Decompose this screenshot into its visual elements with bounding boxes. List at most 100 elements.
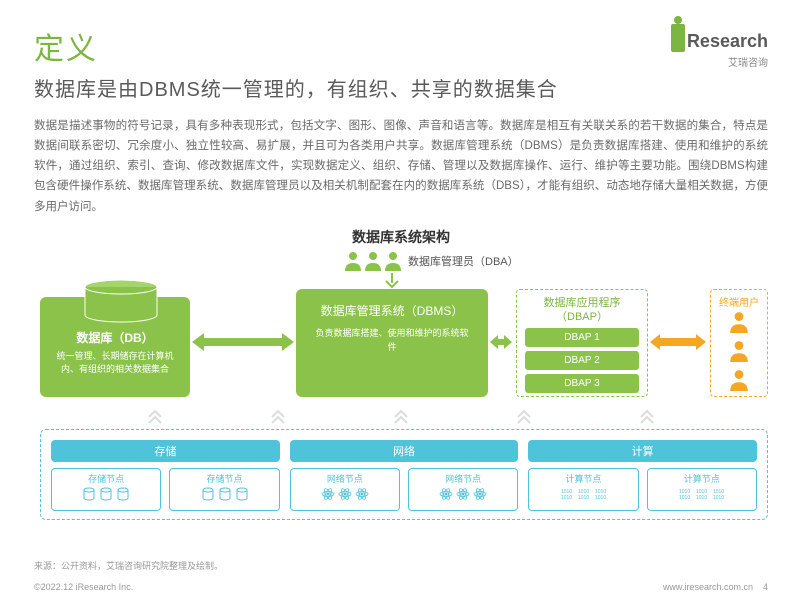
logo-subtitle: 艾瑞咨询 <box>671 54 768 69</box>
dbms-title: 数据库管理系统（DBMS） <box>296 303 488 320</box>
infra-node-label: 网络节点 <box>413 472 513 485</box>
cyl-icon <box>99 487 113 506</box>
svg-text:1010: 1010 <box>595 495 606 501</box>
diagram-title: 数据库系统架构 <box>34 227 768 247</box>
atom-icon <box>473 487 487 506</box>
footer: ©2022.12 iResearch Inc. www.iresearch.co… <box>34 582 768 592</box>
logo-mark: Research <box>671 24 768 52</box>
arrow-bidir-icon <box>192 333 294 351</box>
arrow-bidir-icon <box>650 333 706 351</box>
infra-nodes-row: 网络节点 网络节点 <box>290 468 519 511</box>
infra-node-label: 网络节点 <box>295 472 395 485</box>
arrow-down-icon <box>384 273 400 289</box>
person-icon <box>364 251 382 271</box>
bin-icon: 10101010 <box>678 487 692 506</box>
infra-node: 网络节点 <box>290 468 400 511</box>
atom-icon <box>439 487 453 506</box>
chevron-up-icon <box>270 405 286 425</box>
cyl-icon <box>218 487 232 506</box>
up-arrows-row <box>94 405 708 425</box>
infra-box: 存储存储节点存储节点网络网络节点网络节点计算计算节点10101010101010… <box>40 429 768 520</box>
header-row: 定义 Research 艾瑞咨询 <box>34 24 768 69</box>
bin-icon: 10101010 <box>577 487 591 506</box>
infra-node-label: 存储节点 <box>174 472 274 485</box>
footer-url: www.iresearch.com.cn <box>663 582 753 592</box>
dbms-title-text: 数据库管理系统（DBMS） <box>321 304 464 318</box>
user-icon <box>713 369 765 396</box>
infra-group: 存储存储节点 存储节点 <box>51 440 280 511</box>
infra-group: 计算计算节点101010101010101010101010计算节点101010… <box>528 440 757 511</box>
dbms-desc: 负责数据库搭建、使用和维护的系统软件 <box>296 327 488 354</box>
infra-node-label: 计算节点 <box>652 472 752 485</box>
infra-node-label: 存储节点 <box>56 472 156 485</box>
diagram: 数据库管理员（DBA） 数据库（DB） 统一管理、长期储存在计算机内、有组织的相… <box>34 251 768 561</box>
infra-node: 计算节点101010101010101010101010 <box>647 468 757 511</box>
dbap-item: DBAP 2 <box>525 351 639 370</box>
bin-icon: 10101010 <box>712 487 726 506</box>
infra-node-icons <box>413 487 513 506</box>
bin-icon: 10101010 <box>594 487 608 506</box>
svg-text:1010: 1010 <box>578 495 589 501</box>
infra-group-label: 存储 <box>51 440 280 462</box>
dbap-title: 数据库应用程序（DBAP） <box>525 296 639 325</box>
page: 定义 Research 艾瑞咨询 数据库是由DBMS统一管理的，有组织、共享的数… <box>0 0 802 561</box>
infra-node: 存储节点 <box>51 468 161 511</box>
dbms-box: 数据库管理系统（DBMS） 负责数据库搭建、使用和维护的系统软件 <box>296 289 488 397</box>
cyl-icon <box>201 487 215 506</box>
infra-node-label: 计算节点 <box>533 472 633 485</box>
infra-group-label: 网络 <box>290 440 519 462</box>
footer-right: www.iresearch.com.cn 4 <box>663 582 768 592</box>
users-box: 终端用户 <box>710 289 768 397</box>
subtitle: 数据库是由DBMS统一管理的，有组织、共享的数据集合 <box>34 73 768 102</box>
svg-text:1010: 1010 <box>679 495 690 501</box>
infra-node: 计算节点101010101010101010101010 <box>528 468 638 511</box>
infra-node-icons <box>295 487 395 506</box>
dbap-item: DBAP 1 <box>525 328 639 347</box>
dba-label: 数据库管理员（DBA） <box>408 253 519 269</box>
user-icon <box>713 340 765 367</box>
atom-icon <box>338 487 352 506</box>
dbap-item: DBAP 3 <box>525 374 639 393</box>
bin-icon: 10101010 <box>560 487 574 506</box>
cyl-icon <box>116 487 130 506</box>
body-paragraph: 数据是描述事物的符号记录，具有多种表现形式，包括文字、图形、图像、声音和语言等。… <box>34 116 768 217</box>
logo-i-icon <box>671 24 685 52</box>
arrow-bidir-icon <box>490 333 512 351</box>
chevron-up-icon <box>516 405 532 425</box>
svg-text:1010: 1010 <box>696 495 707 501</box>
cyl-icon <box>235 487 249 506</box>
logo: Research 艾瑞咨询 <box>671 24 768 69</box>
page-title: 定义 <box>34 24 98 68</box>
person-icon <box>384 251 402 271</box>
users-title: 终端用户 <box>713 294 765 309</box>
chevron-up-icon <box>147 405 163 425</box>
db-box: 数据库（DB） 统一管理、长期储存在计算机内、有组织的相关数据集合 <box>40 297 190 397</box>
person-icon <box>344 251 362 271</box>
db-title: 数据库（DB） <box>40 329 190 346</box>
source-note: 来源：公开资料，艾瑞咨询研究院整理及绘制。 <box>34 559 223 572</box>
infra-node-icons: 101010101010101010101010 <box>652 487 752 506</box>
atom-icon <box>321 487 335 506</box>
infra-node: 网络节点 <box>408 468 518 511</box>
infra-node-icons <box>174 487 274 506</box>
infra-group-label: 计算 <box>528 440 757 462</box>
dbap-box: 数据库应用程序（DBAP） DBAP 1 DBAP 2 DBAP 3 <box>516 289 648 397</box>
svg-text:1010: 1010 <box>713 495 724 501</box>
page-number: 4 <box>763 582 768 592</box>
infra-nodes-row: 计算节点101010101010101010101010计算节点10101010… <box>528 468 757 511</box>
svg-text:1010: 1010 <box>561 495 572 501</box>
infra-node: 存储节点 <box>169 468 279 511</box>
dba-icons <box>344 251 402 271</box>
dba-row: 数据库管理员（DBA） <box>344 251 519 271</box>
atom-icon <box>456 487 470 506</box>
infra-group: 网络网络节点 网络节点 <box>290 440 519 511</box>
cyl-icon <box>82 487 96 506</box>
cylinder-icon <box>82 279 160 323</box>
atom-icon <box>355 487 369 506</box>
chevron-up-icon <box>393 405 409 425</box>
copyright: ©2022.12 iResearch Inc. <box>34 582 133 592</box>
user-icon <box>713 311 765 338</box>
infra-nodes-row: 存储节点 存储节点 <box>51 468 280 511</box>
bin-icon: 10101010 <box>695 487 709 506</box>
db-desc: 统一管理、长期储存在计算机内、有组织的相关数据集合 <box>40 350 190 377</box>
